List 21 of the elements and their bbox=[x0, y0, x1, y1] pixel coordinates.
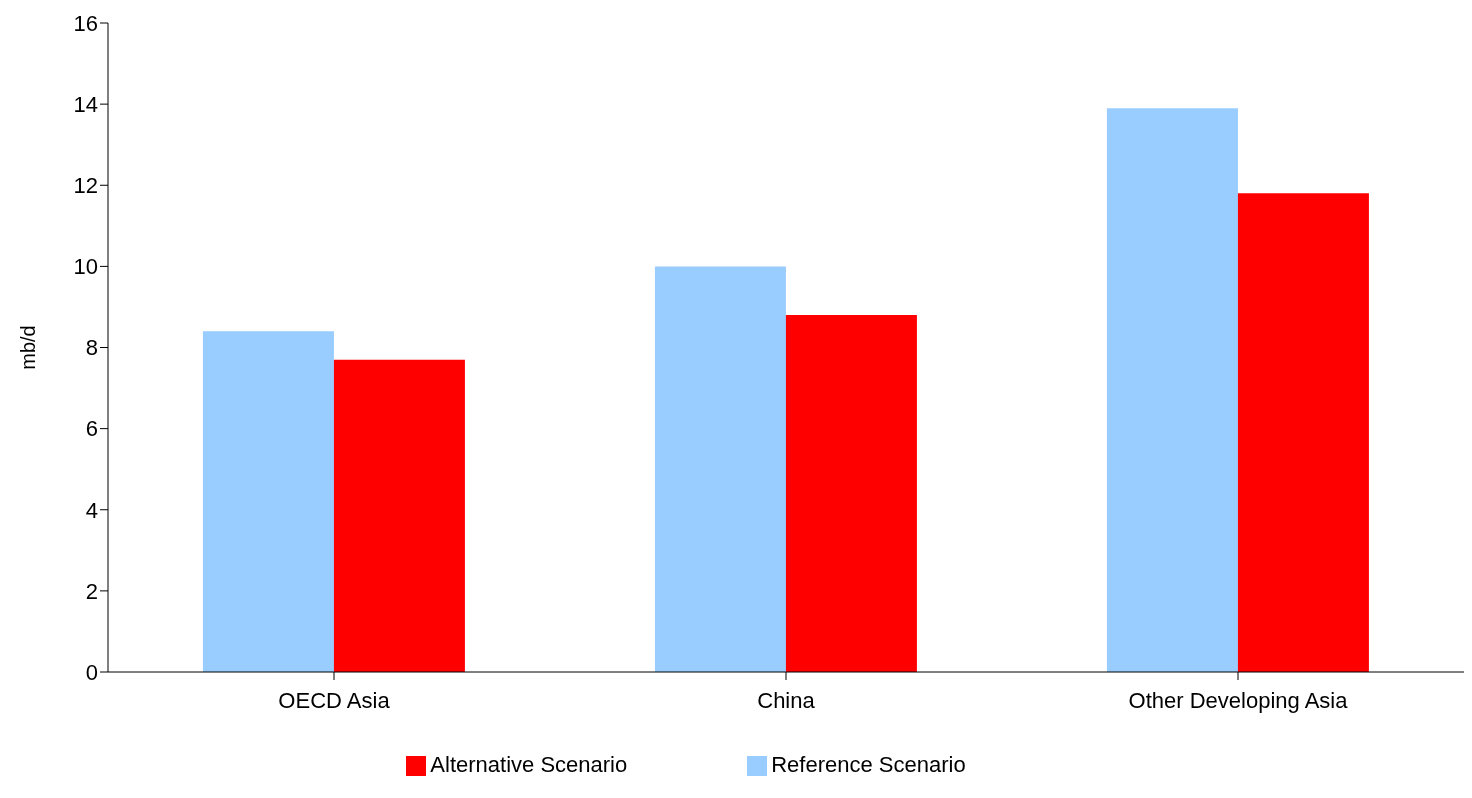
bar bbox=[654, 266, 786, 672]
y-tick-label: 2 bbox=[85, 578, 98, 604]
y-axis-title: mb/d bbox=[17, 325, 40, 370]
bar bbox=[1237, 193, 1369, 672]
legend-label: Alternative Scenario bbox=[430, 752, 628, 777]
y-tick-label: 10 bbox=[73, 254, 98, 280]
y-tick-label: 16 bbox=[73, 10, 98, 36]
x-tick-label: OECD Asia bbox=[278, 687, 391, 713]
y-tick-label: 4 bbox=[85, 497, 98, 523]
x-tick-label: Other Developing Asia bbox=[1128, 687, 1349, 713]
y-tick-label: 6 bbox=[85, 416, 98, 442]
y-tick-label: 8 bbox=[85, 335, 98, 361]
y-tick-label: 12 bbox=[73, 173, 98, 199]
bar bbox=[202, 331, 334, 672]
y-tick-label: 14 bbox=[73, 91, 98, 117]
y-tick-label: 0 bbox=[85, 659, 98, 685]
legend-label: Reference Scenario bbox=[771, 752, 966, 777]
x-tick-label: China bbox=[757, 687, 816, 713]
bar bbox=[1106, 108, 1238, 672]
bar bbox=[333, 359, 465, 672]
bar bbox=[785, 315, 917, 672]
